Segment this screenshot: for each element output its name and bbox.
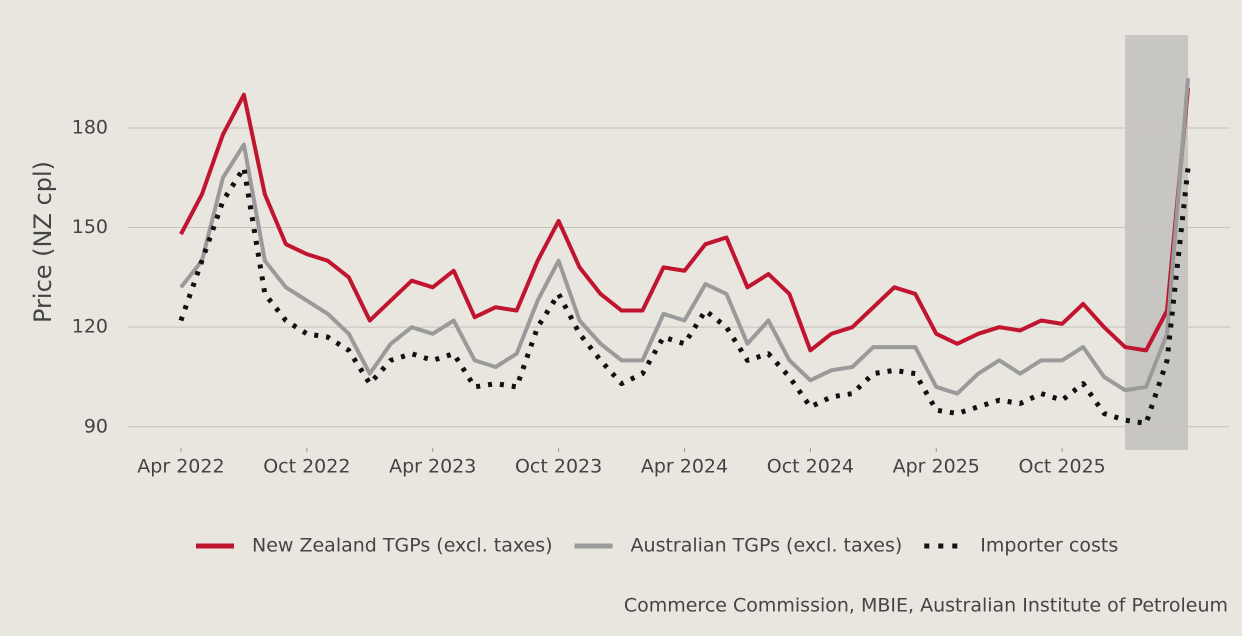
x-tick-label: Apr 2024: [641, 456, 728, 478]
x-tick-label: Apr 2023: [389, 456, 476, 478]
y-tick-label: 120: [72, 316, 108, 338]
y-axis-label: Price (NZ cpl): [29, 161, 57, 323]
series-line: [179, 87, 1191, 353]
y-tick-label: 150: [72, 216, 108, 238]
x-tick-label: Oct 2025: [1019, 456, 1106, 478]
x-tick-label: Oct 2022: [263, 456, 350, 478]
y-tick-label: 90: [84, 415, 108, 437]
x-tick-label: Apr 2025: [893, 456, 980, 478]
legend-label: Importer costs: [980, 535, 1118, 557]
legend-label: New Zealand TGPs (excl. taxes): [252, 535, 553, 557]
y-tick-label: 180: [72, 116, 108, 138]
series-line: [178, 165, 1191, 426]
legend: New Zealand TGPs (excl. taxes) Australian…: [196, 535, 1118, 557]
x-tick-label: Oct 2024: [767, 456, 854, 478]
x-tick-label: Oct 2023: [515, 456, 602, 478]
source: Commerce Commission, MBIE, Australian In…: [624, 595, 1228, 617]
legend-label: Australian TGPs (excl. taxes): [631, 535, 903, 557]
x-tick-label: Apr 2022: [137, 456, 224, 478]
series-line: [179, 77, 1191, 396]
